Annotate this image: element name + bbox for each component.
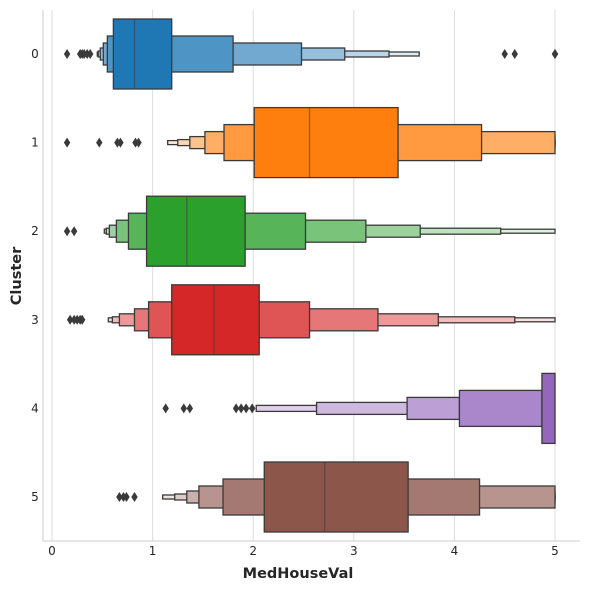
outlier-point xyxy=(186,403,194,414)
outlier-point xyxy=(78,314,86,325)
outlier-point xyxy=(232,403,240,414)
outlier-point xyxy=(116,492,123,502)
boxen-box xyxy=(541,372,556,445)
x-axis-title: MedHouseVal xyxy=(243,566,354,582)
outlier-point xyxy=(87,49,94,59)
outlier-point xyxy=(237,403,245,414)
y-tick-label: 5 xyxy=(31,490,39,504)
grid-lines xyxy=(51,10,556,541)
y-axis-title: Cluster xyxy=(9,246,25,305)
x-tick-label: 5 xyxy=(551,544,559,558)
outlier-point xyxy=(66,314,74,325)
outlier-point xyxy=(117,137,124,148)
outlier-point xyxy=(63,226,71,237)
boxen-cluster-4 xyxy=(162,372,556,445)
outlier-point xyxy=(135,137,142,148)
boxen-cluster-0 xyxy=(63,18,559,90)
boxen-box xyxy=(171,284,260,356)
outlier-point xyxy=(162,403,169,414)
y-tick-label: 2 xyxy=(31,224,39,238)
boxen-cluster-1 xyxy=(63,106,556,179)
outlier-point xyxy=(242,403,250,414)
outlier-point xyxy=(511,49,518,59)
x-tick-label: 2 xyxy=(249,544,257,558)
boxen-box xyxy=(406,396,461,421)
x-tick-label: 4 xyxy=(451,544,459,558)
boxen-cluster-2 xyxy=(63,195,556,267)
y-tick-label: 3 xyxy=(31,313,39,327)
boxen-box xyxy=(112,18,173,90)
outlier-point xyxy=(96,137,103,148)
outlier-point xyxy=(70,226,78,237)
boxen-box xyxy=(315,401,408,416)
outlier-point xyxy=(248,403,256,414)
outlier-point xyxy=(63,137,71,148)
x-tick-label: 0 xyxy=(48,544,56,558)
x-tick-label: 3 xyxy=(350,544,358,558)
y-tick-label: 4 xyxy=(31,401,39,415)
outlier-point xyxy=(551,49,559,59)
boxen-box xyxy=(253,106,399,179)
boxen-box xyxy=(255,404,318,413)
boxen-box xyxy=(263,461,409,533)
outlier-point xyxy=(180,403,187,414)
outlier-point xyxy=(501,49,508,59)
boxen-box xyxy=(145,195,246,267)
outlier-point xyxy=(131,492,138,502)
outlier-point xyxy=(63,49,71,59)
plot-marks xyxy=(63,18,559,533)
boxen-cluster-5 xyxy=(116,461,556,533)
axes xyxy=(42,10,580,542)
x-tick-label: 1 xyxy=(149,544,157,558)
boxen-box xyxy=(458,389,543,428)
outlier-point xyxy=(123,492,130,502)
tick-labels: 0 1 2 3 4 5 0 1 2 3 4 5 xyxy=(31,47,559,558)
boxen-cluster-3 xyxy=(66,284,556,356)
y-tick-label: 1 xyxy=(31,136,39,150)
y-tick-label: 0 xyxy=(31,47,39,61)
